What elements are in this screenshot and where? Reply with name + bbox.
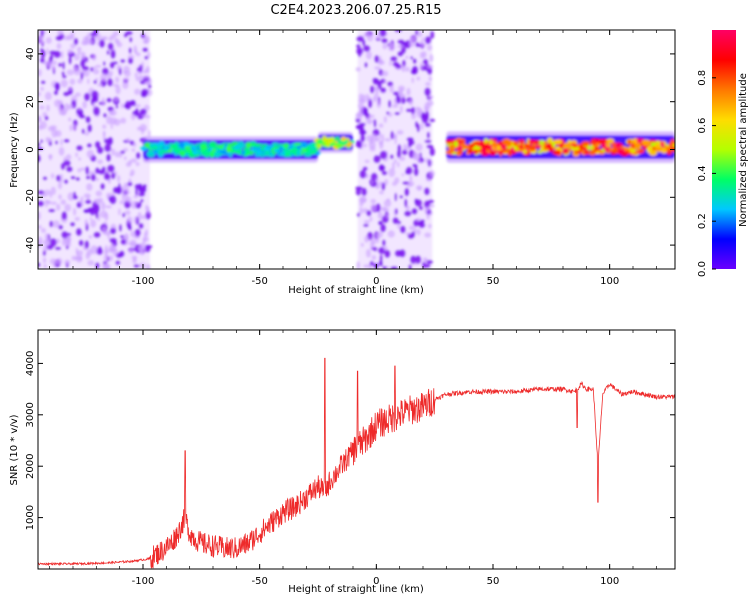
colorbar-tick-label: 0.4 (697, 165, 708, 181)
colorbar-tick-label: 0.8 (697, 70, 708, 86)
spectrogram-y-label: Frequency (Hz) (9, 112, 20, 188)
x-tick-label: -100 (132, 276, 155, 287)
x-tick-label: -50 (251, 576, 267, 587)
y-tick-label: 2000 (25, 453, 36, 478)
y-tick-label: 40 (25, 48, 36, 61)
snr-frame (37, 329, 676, 570)
y-tick-label: -40 (25, 237, 36, 253)
spectrogram-x-ticks: -100 -50 0 50 100 (49, 30, 657, 287)
y-tick-label: 3000 (25, 402, 36, 427)
spectrogram-plot (38, 30, 675, 269)
colorbar-ticks: 0.0 0.2 0.4 0.6 0.8 (697, 70, 716, 277)
y-tick-label: 4000 (25, 351, 36, 376)
x-tick-label: 100 (600, 276, 619, 287)
x-tick-label: 0 (373, 576, 379, 587)
snr-panel: -100 -50 0 50 100 1000 2000 3000 4000 Height of… (9, 329, 676, 595)
y-tick-label: 0 (25, 146, 36, 152)
y-tick-label: -20 (25, 189, 36, 205)
snr-y-label: SNR (10 * v/v) (9, 414, 20, 485)
x-tick-label: 50 (487, 576, 500, 587)
snr-x-label: Height of straight line (km) (288, 584, 424, 595)
colorbar: 0.0 0.2 0.4 0.6 0.8 Normalized spectral ampl… (697, 30, 749, 277)
spectrogram-y-ticks: -40 -20 0 20 40 (25, 48, 675, 253)
x-tick-label: 100 (600, 576, 619, 587)
x-tick-label: -50 (251, 276, 267, 287)
colorbar-tick-label: 0.2 (697, 213, 708, 229)
x-tick-label: 50 (487, 276, 500, 287)
spectrogram-region-noise (355, 30, 435, 269)
x-tick-label: 0 (373, 276, 379, 287)
colorbar-label: Normalized spectral amplitude (738, 73, 749, 227)
y-tick-label: 1000 (25, 505, 36, 530)
spectrogram-panel: -100 -50 0 50 100 -40 -20 0 20 40 Height of stra… (9, 29, 676, 296)
spectrogram-region-signal (139, 136, 322, 163)
chart-title: C2E4.2023.206.07.25.R15 (270, 3, 441, 18)
spectrogram-region-noise (38, 30, 153, 269)
colorbar-bar (712, 30, 736, 269)
snr-y-ticks: 1000 2000 3000 4000 (25, 351, 675, 530)
colorbar-tick-label: 0.0 (697, 261, 708, 277)
colorbar-tick-label: 0.6 (697, 118, 708, 134)
spectrogram-region-signal (313, 131, 355, 153)
snr-series-line (38, 357, 675, 569)
spectrogram-x-label: Height of straight line (km) (288, 285, 424, 296)
y-tick-label: 20 (25, 95, 36, 108)
spectrogram-region-signal (445, 131, 675, 163)
snr-x-ticks: -100 -50 0 50 100 (49, 330, 657, 587)
x-tick-label: -100 (132, 576, 155, 587)
